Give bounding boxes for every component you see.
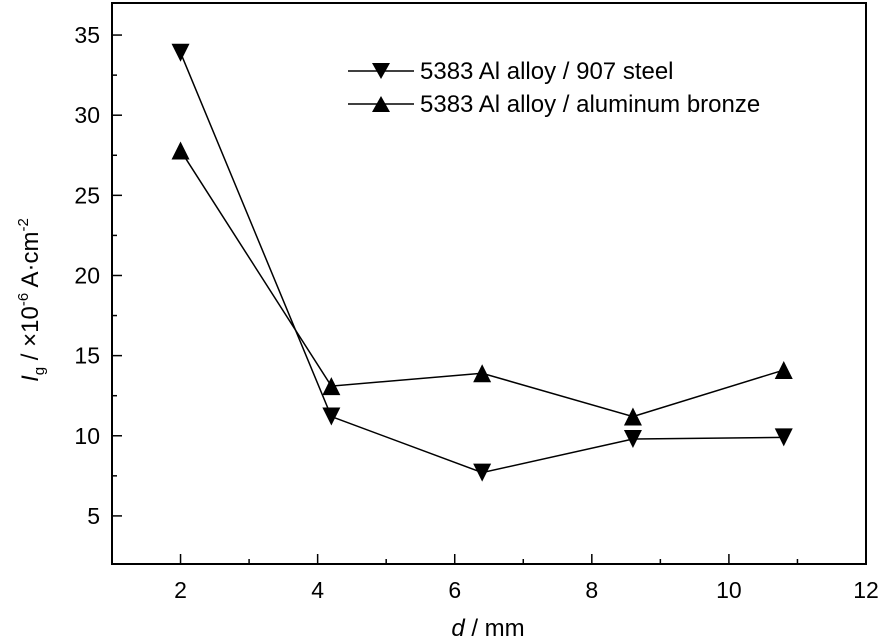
y-axis-label-var: I <box>17 375 44 382</box>
y-tick-label: 10 <box>74 423 100 449</box>
x-tick-label: 12 <box>853 577 879 603</box>
legend-marker-series-1 <box>372 63 390 79</box>
x-tick-label: 2 <box>174 577 187 603</box>
x-tick-label: 8 <box>585 577 598 603</box>
y-tick-label: 30 <box>74 102 100 128</box>
series-2-marker <box>171 141 190 160</box>
legend-label-series-2: 5383 Al alloy / aluminum bronze <box>420 91 760 118</box>
tick-labels: 2 4 6 8 10 12 5 10 15 20 25 30 35 <box>74 22 878 603</box>
series-1 <box>171 43 793 482</box>
legend-marker-series-2 <box>372 96 390 112</box>
y-axis-label-unit: A·cm <box>17 231 44 292</box>
y-axis-label-sup2: -2 <box>15 218 32 231</box>
legend: 5383 Al alloy / 907 steel 5383 Al alloy … <box>348 58 760 118</box>
x-tick-label: 10 <box>716 577 742 603</box>
x-tick-label: 6 <box>448 577 461 603</box>
x-axis-label-var: d <box>451 615 465 641</box>
series-1-marker <box>171 43 190 62</box>
y-axis-label-sup1: -6 <box>15 293 32 306</box>
x-axis-label-unit: / mm <box>465 615 525 641</box>
legend-item-series-2: 5383 Al alloy / aluminum bronze <box>348 91 760 118</box>
y-tick-label: 20 <box>74 262 100 288</box>
series-1-marker <box>322 407 341 426</box>
y-axis-label-mid: / ×10 <box>17 306 44 367</box>
legend-label-series-1: 5383 Al alloy / 907 steel <box>420 58 674 85</box>
plot-frame <box>111 2 867 565</box>
x-axis-label: d / mm <box>451 615 524 641</box>
series-2-marker <box>623 407 642 426</box>
y-tick-label: 35 <box>74 22 100 48</box>
series-2 <box>171 141 793 426</box>
x-tick-label: 4 <box>311 577 324 603</box>
series-layer <box>171 43 793 482</box>
y-axis-label-sub: g <box>31 367 48 375</box>
series-2-marker <box>473 364 492 383</box>
series-1-marker <box>623 429 642 448</box>
legend-item-series-1: 5383 Al alloy / 907 steel <box>348 58 674 85</box>
y-tick-label: 25 <box>74 182 100 208</box>
series-2-marker <box>322 377 341 396</box>
series-1-marker <box>473 463 492 482</box>
series-2-marker <box>774 361 793 380</box>
series-1-marker <box>774 428 793 447</box>
y-tick-label: 5 <box>87 503 100 529</box>
y-axis-label: Ig / ×10-6 A·cm-2 <box>15 218 48 382</box>
y-tick-label: 15 <box>74 343 100 369</box>
axis-ticks <box>112 34 867 564</box>
